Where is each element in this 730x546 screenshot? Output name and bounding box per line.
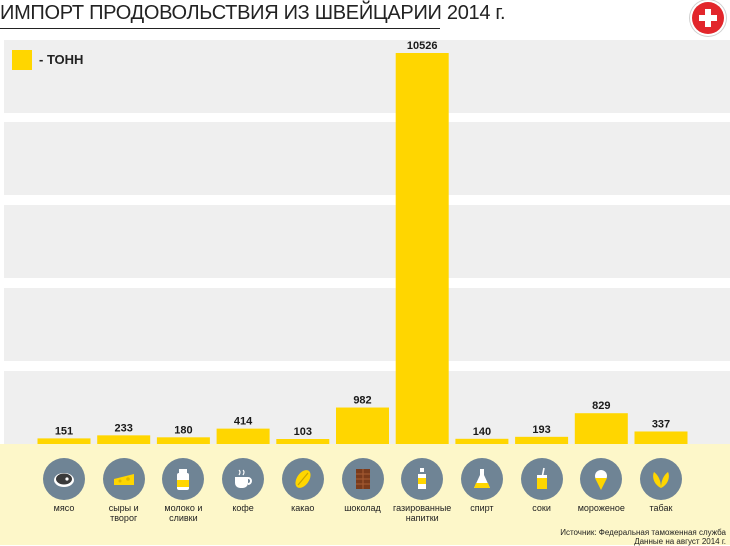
value-label-1: 233: [115, 422, 133, 434]
swiss-flag-icon: [692, 2, 724, 34]
bar-0: [37, 438, 91, 444]
value-label-0: 151: [55, 425, 73, 437]
value-label-9: 829: [592, 400, 610, 412]
category-label-6: газированные напитки: [393, 503, 452, 523]
value-label-3: 414: [234, 416, 253, 428]
value-label-7: 140: [473, 426, 491, 438]
grid-band: [4, 205, 730, 278]
tobacco-icon: [640, 458, 682, 500]
category-label-8: соки: [532, 503, 551, 513]
bar-2: [156, 437, 210, 444]
value-label-5: 982: [353, 395, 371, 407]
soda-icon: [401, 458, 444, 500]
category-label-7: спирт: [470, 503, 494, 513]
juice-icon: [520, 458, 563, 500]
source-line-2: Данные на август 2014 г.: [634, 537, 726, 546]
category-label-4: какао: [291, 503, 315, 513]
value-label-8: 193: [532, 424, 550, 436]
bar-4: [276, 439, 330, 444]
source-note: Источник: Федеральная таможенная служба …: [560, 528, 726, 546]
bar-10: [634, 431, 688, 444]
chocolate-icon: [341, 458, 384, 500]
bar-3: [216, 428, 270, 444]
spirit-icon: [460, 458, 503, 500]
category-label-0: мясо: [53, 503, 75, 513]
grid-band: [4, 288, 730, 361]
category-label-1: сыры и творог: [108, 503, 139, 523]
legend-swatch: [12, 50, 32, 70]
category-label-2: молоко и сливки: [164, 503, 203, 523]
category-label-3: кофе: [232, 503, 254, 513]
bar-5: [336, 407, 389, 444]
bar-1: [97, 435, 151, 444]
category-label-10: табак: [649, 503, 673, 513]
value-label-10: 337: [652, 418, 670, 430]
milk-icon: [162, 458, 205, 500]
ice-cream-icon: [580, 458, 623, 500]
value-label-4: 103: [294, 426, 312, 438]
source-line-1: Источник: Федеральная таможенная служба: [560, 528, 726, 537]
category-label-9: мороженое: [577, 503, 625, 513]
meat-icon: [43, 458, 85, 500]
cheese-icon: [102, 458, 145, 500]
bar-6: [395, 53, 449, 444]
legend-label: - ТОНН: [39, 52, 84, 67]
chart-title: ИМПОРТ ПРОДОВОЛЬСТВИЯ ИЗ ШВЕЙЦАРИИ 2014 …: [0, 2, 506, 24]
bar-7: [455, 438, 509, 444]
value-label-2: 180: [174, 424, 192, 436]
bar-9: [574, 413, 628, 444]
category-label-5: шоколад: [344, 503, 381, 513]
cocoa-icon: [281, 458, 324, 500]
grid-band: [4, 122, 730, 195]
bar-8: [515, 436, 569, 444]
value-label-6: 10526: [407, 40, 438, 52]
coffee-icon: [222, 458, 265, 500]
grid-band: [4, 40, 730, 113]
title-underline: [0, 28, 440, 29]
